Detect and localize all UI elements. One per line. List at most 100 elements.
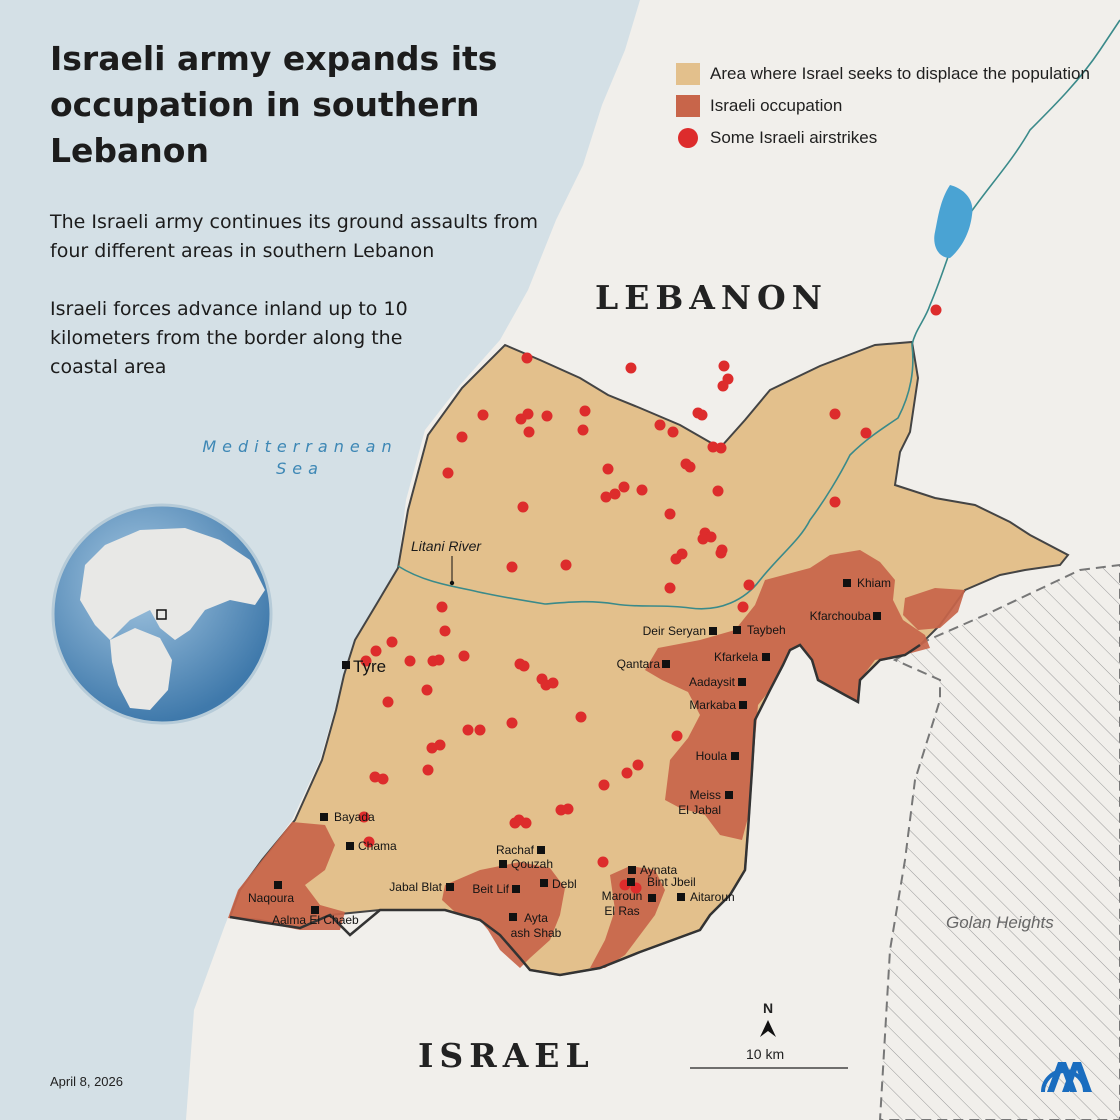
airstrike-marker	[667, 426, 679, 438]
town-marker	[733, 626, 741, 634]
airstrike-marker	[597, 856, 609, 868]
town-marker	[627, 878, 635, 886]
airstrike-marker	[860, 427, 872, 439]
airstrike-marker	[458, 650, 470, 662]
town-label: Bayada	[334, 810, 375, 824]
town-marker	[662, 660, 670, 668]
town-marker	[843, 579, 851, 587]
airstrike-marker	[737, 601, 749, 613]
airstrike-marker	[517, 501, 529, 513]
town-marker	[648, 894, 656, 902]
airstrike-marker	[541, 410, 553, 422]
town-marker	[628, 866, 636, 874]
town-label: Bint Jbeil	[647, 875, 696, 889]
town-marker	[537, 846, 545, 854]
airstrike-marker	[664, 582, 676, 594]
town-marker	[509, 913, 517, 921]
town-marker	[320, 813, 328, 821]
airstrike-marker	[382, 696, 394, 708]
airstrike-marker	[439, 625, 451, 637]
airstrike-marker	[462, 724, 474, 736]
airstrike-marker	[506, 717, 518, 729]
town-label: Deir Seryan	[643, 624, 706, 638]
town-label: Kfarchouba	[810, 609, 872, 623]
country-label-israel: ISRAEL	[418, 1036, 595, 1075]
occupation-swatch	[676, 95, 700, 117]
golan-heights-label: Golan Heights	[946, 913, 1054, 932]
occupation-zone-naqoura	[228, 822, 345, 930]
town-label: Meiss El Jabal	[678, 788, 721, 817]
airstrike-marker	[625, 362, 637, 374]
town-label: Debl	[552, 877, 577, 891]
airstrike-marker	[636, 484, 648, 496]
airstrike-marker	[386, 636, 398, 648]
town-marker	[540, 879, 548, 887]
airstrike-dot-icon	[678, 128, 698, 148]
airstrike-marker	[477, 409, 489, 421]
town-marker	[738, 678, 746, 686]
litani-river-label: Litani River	[411, 538, 482, 554]
legend-label: Israeli occupation	[710, 96, 843, 115]
town-marker	[677, 893, 685, 901]
airstrike-marker	[718, 360, 730, 372]
airstrike-marker	[575, 711, 587, 723]
airstrike-marker	[670, 553, 682, 565]
airstrike-marker	[474, 724, 486, 736]
airstrike-marker	[707, 441, 719, 453]
airstrike-marker	[523, 426, 535, 438]
aa-logo	[1041, 1062, 1092, 1093]
occupation-zone-east	[645, 550, 930, 840]
town-marker	[709, 627, 717, 635]
airstrike-marker	[715, 442, 727, 454]
airstrike-marker	[697, 533, 709, 545]
airstrike-marker	[743, 579, 755, 591]
airstrike-layer	[358, 304, 942, 894]
airstrike-marker	[434, 739, 446, 751]
airstrike-marker	[520, 817, 532, 829]
town-label: Aynata	[640, 863, 677, 877]
scale-label: 10 km	[746, 1046, 785, 1062]
town-marker	[311, 906, 319, 914]
airstrike-marker	[456, 431, 468, 443]
town-marker	[446, 883, 454, 891]
airstrike-marker	[422, 764, 434, 776]
airstrike-marker	[506, 561, 518, 573]
town-label: Aalma El Chaeb	[272, 913, 359, 927]
town-label: Naqoura	[248, 891, 294, 905]
town-marker	[739, 701, 747, 709]
airstrike-marker	[829, 496, 841, 508]
airstrike-marker	[717, 380, 729, 392]
town-label: Chama	[358, 839, 397, 853]
airstrike-marker	[696, 409, 708, 421]
intro-paragraph: The Israeli army continues its ground as…	[50, 211, 539, 262]
lake	[934, 185, 973, 258]
airstrike-marker	[518, 660, 530, 672]
town-layer: Khiam Kfarchouba Deir Seryan Taybeh Qantara K…	[248, 576, 891, 940]
north-label: N	[763, 1000, 774, 1016]
golan-heights-zone	[878, 563, 1120, 1120]
airstrike-marker	[618, 481, 630, 493]
airstrike-marker	[436, 601, 448, 613]
occupation-zone-kfarchouba	[903, 588, 965, 630]
town-label: Jabal Blat	[389, 880, 442, 894]
town-label: Kfarkela	[714, 650, 758, 664]
tyre-label: Tyre	[353, 657, 386, 676]
town-marker	[346, 842, 354, 850]
airstrike-marker	[421, 684, 433, 696]
tyre-marker	[342, 661, 350, 669]
airstrike-marker	[829, 408, 841, 420]
airstrike-marker	[363, 836, 375, 848]
airstrike-marker	[404, 655, 416, 667]
airstrike-marker	[712, 485, 724, 497]
town-label: Beit Lif	[472, 882, 509, 896]
legend-label: Area where Israel seeks to displace the …	[710, 64, 1090, 83]
airstrike-marker	[358, 811, 370, 823]
border-outline	[229, 643, 921, 977]
globe-inset	[51, 503, 273, 725]
date-label: April 8, 2026	[50, 1074, 123, 1089]
airstrike-marker	[562, 803, 574, 815]
airstrike-marker	[671, 730, 683, 742]
town-label: Qantara	[617, 657, 661, 671]
occupation-zone-central	[442, 862, 565, 968]
